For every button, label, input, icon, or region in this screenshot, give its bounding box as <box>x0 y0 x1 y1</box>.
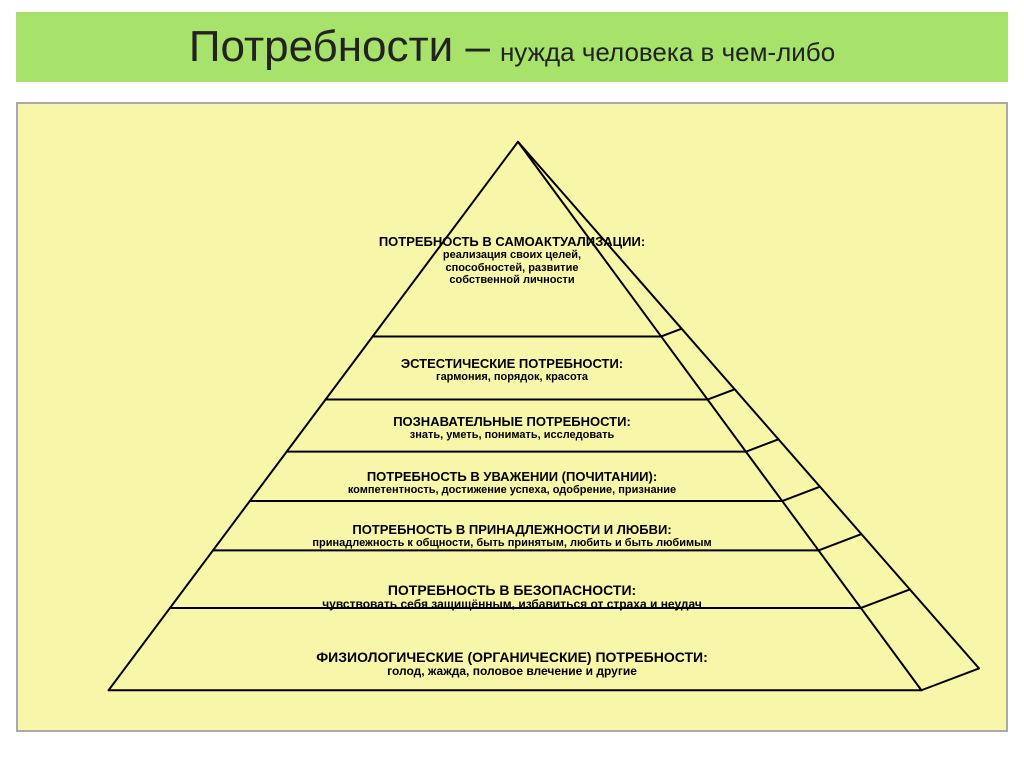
pyramid-level-subtitle: компетентность, достижение успеха, одобр… <box>292 484 732 497</box>
pyramid-level-title: ПОТРЕБНОСТЬ В САМОАКТУАЛИЗАЦИИ: <box>232 234 792 249</box>
pyramid-level-5: ПОТРЕБНОСТЬ В ПРИНАДЛЕЖНОСТИ И ЛЮБВИ:при… <box>232 522 792 550</box>
pyramid-level-subtitle: голод, жажда, половое влечение и другие <box>232 665 792 679</box>
pyramid-level-title: ЭСТЕСТИЧЕСКИЕ ПОТРЕБНОСТИ: <box>232 356 792 371</box>
pyramid-level-3: ПОЗНАВАТЕЛЬНЫЕ ПОТРЕБНОСТИ:знать, уметь,… <box>232 414 792 442</box>
pyramid-level-title: ПОТРЕБНОСТЬ В УВАЖЕНИИ (ПОЧИТАНИИ): <box>232 469 792 484</box>
title-sub: нужда человека в чем-либо <box>500 17 835 87</box>
pyramid-level-7: ФИЗИОЛОГИЧЕСКИЕ (ОРГАНИЧЕСКИЕ) ПОТРЕБНОС… <box>232 649 792 679</box>
pyramid-level-subtitle: реализация своих целей, способностей, ра… <box>412 249 612 287</box>
slide-page: Потребности – нужда человека в чем-либо … <box>0 0 1024 768</box>
pyramid-level-4: ПОТРЕБНОСТЬ В УВАЖЕНИИ (ПОЧИТАНИИ):компе… <box>232 469 792 497</box>
pyramid-level-title: ПОТРЕБНОСТЬ В БЕЗОПАСНОСТИ: <box>232 582 792 598</box>
pyramid-level-subtitle: принадлежность к общности, быть принятым… <box>252 537 772 550</box>
pyramid-level-subtitle: гармония, порядок, красота <box>362 371 662 384</box>
pyramid-level-subtitle: чувствовать себя защищённым, избавиться … <box>232 598 792 612</box>
pyramid-level-title: ФИЗИОЛОГИЧЕСКИЕ (ОРГАНИЧЕСКИЕ) ПОТРЕБНОС… <box>232 649 792 665</box>
pyramid-diagram-frame: ПОТРЕБНОСТЬ В САМОАКТУАЛИЗАЦИИ:реализаци… <box>16 102 1008 732</box>
pyramid-level-subtitle: знать, уметь, понимать, исследовать <box>332 429 692 442</box>
pyramid-level-6: ПОТРЕБНОСТЬ В БЕЗОПАСНОСТИ:чувствовать с… <box>232 582 792 612</box>
pyramid-level-title: ПОЗНАВАТЕЛЬНЫЕ ПОТРЕБНОСТИ: <box>232 414 792 429</box>
pyramid-level-2: ЭСТЕСТИЧЕСКИЕ ПОТРЕБНОСТИ:гармония, поря… <box>232 356 792 384</box>
pyramid-level-title: ПОТРЕБНОСТЬ В ПРИНАДЛЕЖНОСТИ И ЛЮБВИ: <box>232 522 792 537</box>
title-main: Потребности – <box>189 12 490 82</box>
title-bar: Потребности – нужда человека в чем-либо <box>16 12 1008 82</box>
pyramid-level-1: ПОТРЕБНОСТЬ В САМОАКТУАЛИЗАЦИИ:реализаци… <box>232 234 792 287</box>
